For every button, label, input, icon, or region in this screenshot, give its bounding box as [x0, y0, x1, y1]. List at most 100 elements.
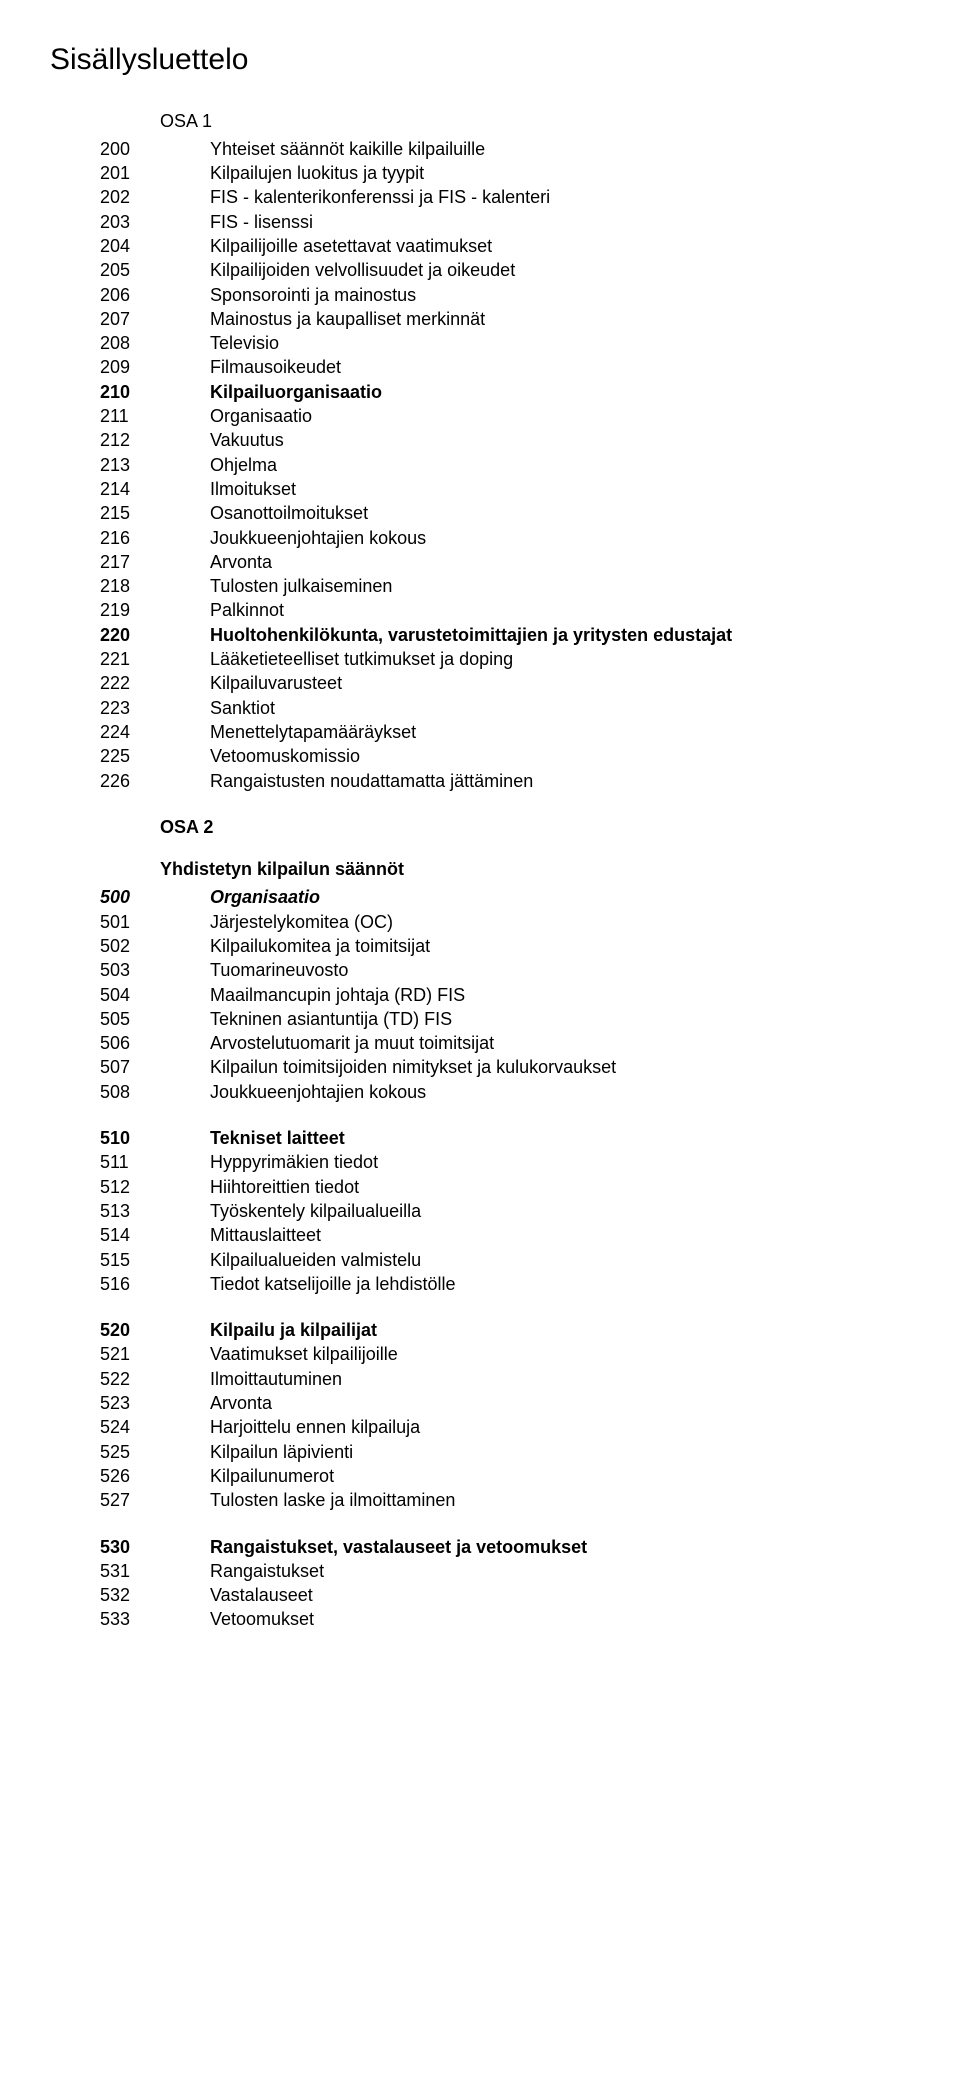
toc-title: Huoltohenkilökunta, varustetoimittajien …	[210, 623, 910, 647]
toc-block-530: 530Rangaistukset, vastalauseet ja vetoom…	[50, 1535, 910, 1632]
toc-number: 219	[50, 598, 210, 622]
toc-number: 512	[50, 1175, 210, 1199]
toc-number: 501	[50, 910, 210, 934]
toc-title: Kilpailunumerot	[210, 1464, 910, 1488]
toc-row: 208Televisio	[50, 331, 910, 355]
toc-row: 209Filmausoikeudet	[50, 355, 910, 379]
toc-number: 226	[50, 769, 210, 793]
toc-title: Hiihtoreittien tiedot	[210, 1175, 910, 1199]
toc-title: Ohjelma	[210, 453, 910, 477]
toc-row: 220Huoltohenkilökunta, varustetoimittaji…	[50, 623, 910, 647]
toc-row: 513Työskentely kilpailualueilla	[50, 1199, 910, 1223]
toc-row: 217Arvonta	[50, 550, 910, 574]
toc-number: 511	[50, 1150, 210, 1174]
toc-row: 508Joukkueenjohtajien kokous	[50, 1080, 910, 1104]
toc-row: 207Mainostus ja kaupalliset merkinnät	[50, 307, 910, 331]
toc-row: 216Joukkueenjohtajien kokous	[50, 526, 910, 550]
toc-title: Arvonta	[210, 550, 910, 574]
toc-number: 206	[50, 283, 210, 307]
toc-row: 530Rangaistukset, vastalauseet ja vetoom…	[50, 1535, 910, 1559]
toc-title: Arvonta	[210, 1391, 910, 1415]
toc-title: Harjoittelu ennen kilpailuja	[210, 1415, 910, 1439]
toc-title: Kilpailu ja kilpailijat	[210, 1318, 910, 1342]
toc-row: 510Tekniset laitteet	[50, 1126, 910, 1150]
toc-number: 515	[50, 1248, 210, 1272]
toc-number: 217	[50, 550, 210, 574]
toc-row: 532Vastalauseet	[50, 1583, 910, 1607]
toc-number: 203	[50, 210, 210, 234]
toc-number: 213	[50, 453, 210, 477]
toc-title: Kilpailuorganisaatio	[210, 380, 910, 404]
toc-title: Rangaistusten noudattamatta jättäminen	[210, 769, 910, 793]
toc-title: Joukkueenjohtajien kokous	[210, 526, 910, 550]
toc-row: 521Vaatimukset kilpailijoille	[50, 1342, 910, 1366]
toc-title: Rangaistukset	[210, 1559, 910, 1583]
toc-number: 526	[50, 1464, 210, 1488]
toc-row: 210Kilpailuorganisaatio	[50, 380, 910, 404]
toc-number: 508	[50, 1080, 210, 1104]
toc-title: Kilpailun toimitsijoiden nimitykset ja k…	[210, 1055, 910, 1079]
toc-row: 516Tiedot katselijoille ja lehdistölle	[50, 1272, 910, 1296]
toc-number: 523	[50, 1391, 210, 1415]
toc-number: 207	[50, 307, 210, 331]
toc-title: Kilpailuvarusteet	[210, 671, 910, 695]
toc-row: 214Ilmoitukset	[50, 477, 910, 501]
toc-title: Kilpailualueiden valmistelu	[210, 1248, 910, 1272]
toc-title: Yhteiset säännöt kaikille kilpailuille	[210, 137, 910, 161]
toc-title: Palkinnot	[210, 598, 910, 622]
toc-row: 502Kilpailukomitea ja toimitsijat	[50, 934, 910, 958]
toc-number: 211	[50, 404, 210, 428]
document-page: Sisällysluettelo OSA 1 200Yhteiset säänn…	[50, 40, 910, 1632]
toc-number: 502	[50, 934, 210, 958]
toc-number: 214	[50, 477, 210, 501]
toc-row: 524Harjoittelu ennen kilpailuja	[50, 1415, 910, 1439]
toc-title: Vetoomukset	[210, 1607, 910, 1631]
toc-title: Sponsorointi ja mainostus	[210, 283, 910, 307]
toc-title: Ilmoitukset	[210, 477, 910, 501]
section-sublabel: Yhdistetyn kilpailun säännöt	[160, 857, 910, 881]
toc-title: Työskentely kilpailualueilla	[210, 1199, 910, 1223]
toc-number: 522	[50, 1367, 210, 1391]
toc-title: Kilpailukomitea ja toimitsijat	[210, 934, 910, 958]
toc-number: 218	[50, 574, 210, 598]
toc-title: Tekniset laitteet	[210, 1126, 910, 1150]
toc-title: Vetoomuskomissio	[210, 744, 910, 768]
toc-row: 222 Kilpailuvarusteet	[50, 671, 910, 695]
toc-number: 215	[50, 501, 210, 525]
toc-row: 226Rangaistusten noudattamatta jättämine…	[50, 769, 910, 793]
toc-title: Hyppyrimäkien tiedot	[210, 1150, 910, 1174]
toc-title: Maailmancupin johtaja (RD) FIS	[210, 983, 910, 1007]
toc-number: 507	[50, 1055, 210, 1079]
toc-title: Tuomarineuvosto	[210, 958, 910, 982]
toc-row: 525Kilpailun läpivienti	[50, 1440, 910, 1464]
toc-number: 521	[50, 1342, 210, 1366]
toc-row: 522Ilmoittautuminen	[50, 1367, 910, 1391]
toc-title: Vastalauseet	[210, 1583, 910, 1607]
toc-row: 526Kilpailunumerot	[50, 1464, 910, 1488]
toc-number: 532	[50, 1583, 210, 1607]
toc-row: 203FIS - lisenssi	[50, 210, 910, 234]
toc-number: 527	[50, 1488, 210, 1512]
toc-number: 524	[50, 1415, 210, 1439]
toc-row: 531Rangaistukset	[50, 1559, 910, 1583]
toc-title: Vaatimukset kilpailijoille	[210, 1342, 910, 1366]
toc-number: 533	[50, 1607, 210, 1631]
toc-row: 211Organisaatio	[50, 404, 910, 428]
toc-number: 201	[50, 161, 210, 185]
toc-row: 505Tekninen asiantuntija (TD) FIS	[50, 1007, 910, 1031]
toc-row: 506Arvostelutuomarit ja muut toimitsijat	[50, 1031, 910, 1055]
toc-row: 223Sanktiot	[50, 696, 910, 720]
toc-number: 500	[50, 885, 210, 909]
toc-block-osa1: 200Yhteiset säännöt kaikille kilpailuill…	[50, 137, 910, 793]
toc-title: Tulosten laske ja ilmoittaminen	[210, 1488, 910, 1512]
toc-number: 514	[50, 1223, 210, 1247]
toc-number: 210	[50, 380, 210, 404]
toc-number: 516	[50, 1272, 210, 1296]
toc-number: 205	[50, 258, 210, 282]
toc-title: Sanktiot	[210, 696, 910, 720]
toc-number: 204	[50, 234, 210, 258]
toc-title: Tulosten julkaiseminen	[210, 574, 910, 598]
toc-number: 504	[50, 983, 210, 1007]
toc-number: 208	[50, 331, 210, 355]
toc-row: 212Vakuutus	[50, 428, 910, 452]
